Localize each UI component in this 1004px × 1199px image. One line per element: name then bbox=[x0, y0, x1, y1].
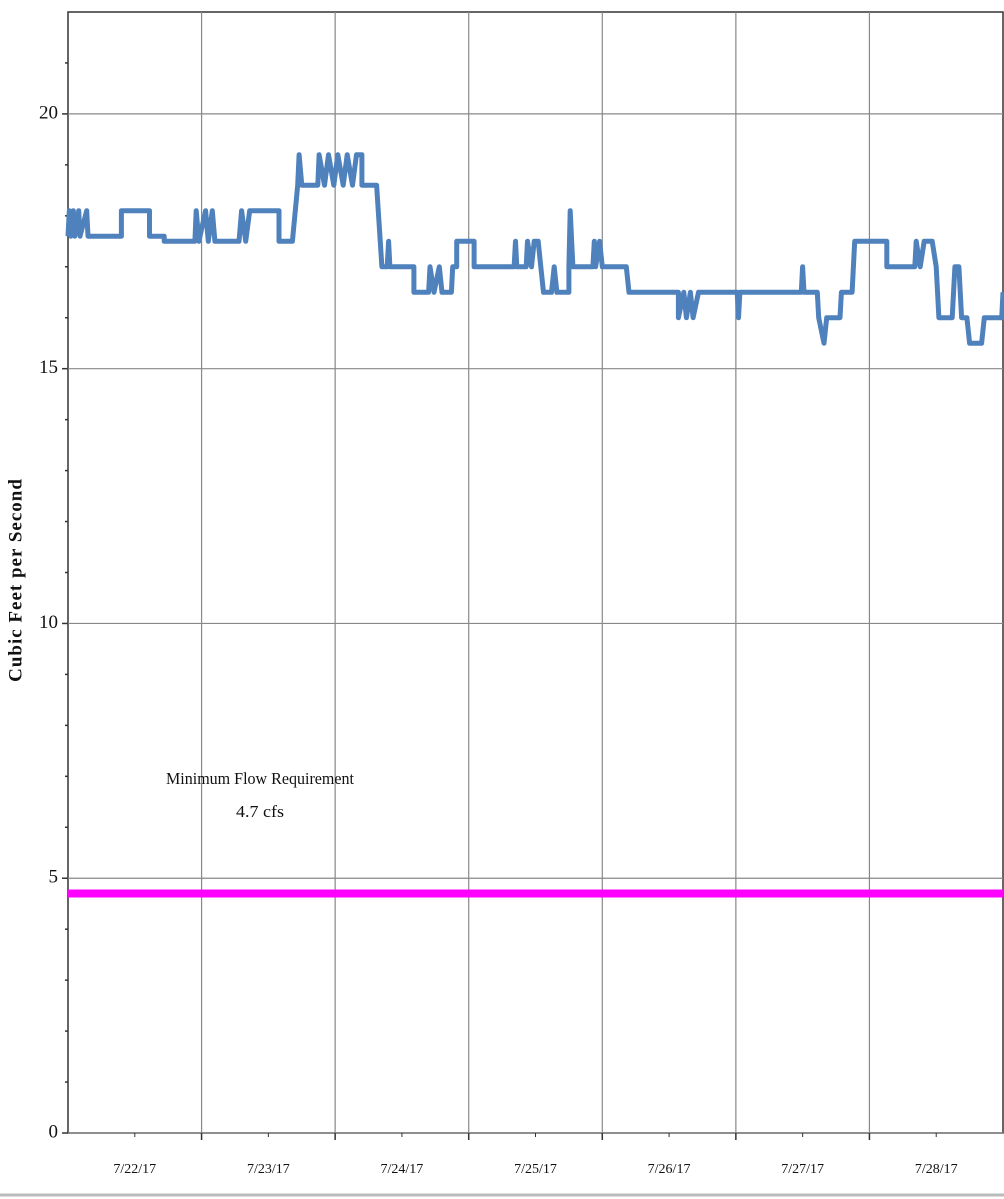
y-tick-label: 10 bbox=[39, 612, 58, 633]
y-tick-label: 15 bbox=[39, 357, 58, 378]
x-tick-label: 7/23/17 bbox=[247, 1162, 290, 1177]
x-tick-label: 7/25/17 bbox=[514, 1162, 557, 1177]
x-tick-label: 7/26/17 bbox=[648, 1162, 691, 1177]
flow-line bbox=[65, 152, 1004, 346]
y-tick-label: 20 bbox=[39, 102, 58, 123]
y-tick-label: 5 bbox=[49, 867, 59, 888]
x-tick-label: 7/28/17 bbox=[915, 1162, 958, 1177]
x-tick-label: 7/24/17 bbox=[381, 1162, 424, 1177]
annotation: 4.7 cfs bbox=[236, 802, 284, 821]
x-tick-label: 7/27/17 bbox=[781, 1162, 824, 1177]
y-tick-label: 0 bbox=[49, 1121, 59, 1142]
annotation: Minimum Flow Requirement bbox=[166, 769, 354, 788]
plot-frame bbox=[67, 11, 1004, 1134]
x-tick-label: 7/22/17 bbox=[113, 1162, 156, 1177]
y-axis-title: Cubic Feet per Second bbox=[5, 478, 26, 682]
